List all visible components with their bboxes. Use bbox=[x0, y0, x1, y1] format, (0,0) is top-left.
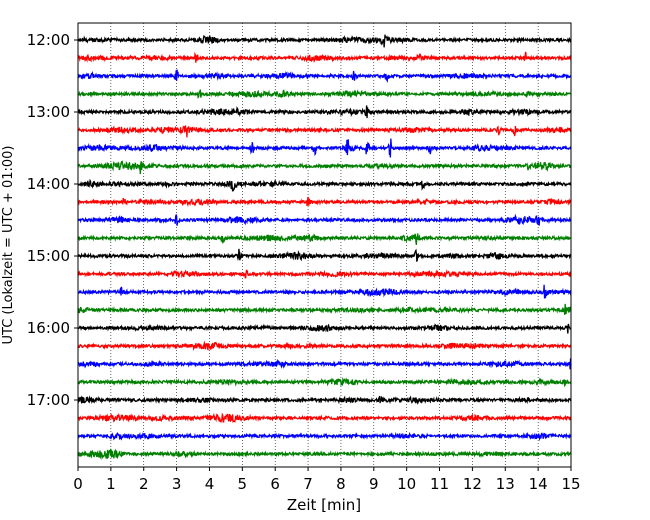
trace-line bbox=[77, 248, 572, 263]
trace-line bbox=[77, 125, 572, 138]
x-tick-label: 0 bbox=[73, 475, 83, 493]
trace-line bbox=[77, 178, 572, 192]
trace-line bbox=[77, 138, 572, 158]
trace-line bbox=[77, 284, 572, 299]
x-tick-label: 1 bbox=[106, 475, 116, 493]
x-tick-label: 11 bbox=[430, 475, 449, 493]
x-tick-label: 7 bbox=[303, 475, 313, 493]
trace-line bbox=[77, 233, 572, 245]
x-tick-label: 12 bbox=[463, 475, 482, 493]
x-axis-label: Zeit [min] bbox=[287, 496, 361, 514]
trace-line bbox=[77, 323, 572, 334]
trace-line bbox=[77, 196, 572, 208]
x-tick-label: 9 bbox=[369, 475, 379, 493]
trace-line bbox=[77, 358, 572, 370]
trace-line bbox=[77, 395, 572, 405]
x-tick-label: 3 bbox=[172, 475, 182, 493]
x-tick-label: 10 bbox=[397, 475, 416, 493]
trace-line bbox=[77, 268, 572, 279]
grid-lines bbox=[110, 23, 539, 467]
trace-line bbox=[77, 89, 572, 99]
y-tick-label: 14:00 bbox=[27, 175, 70, 193]
trace-line bbox=[77, 303, 572, 315]
trace-line bbox=[77, 159, 572, 175]
trace-line bbox=[77, 340, 572, 352]
y-tick-label: 15:00 bbox=[27, 247, 70, 265]
x-tick-label: 5 bbox=[238, 475, 248, 493]
y-tick-label: 13:00 bbox=[27, 103, 70, 121]
x-tick-label: 8 bbox=[336, 475, 346, 493]
y-tick-label: 12:00 bbox=[27, 31, 70, 49]
trace-line bbox=[77, 51, 572, 63]
y-tick-label: 17:00 bbox=[27, 391, 70, 409]
trace-line bbox=[77, 69, 572, 83]
trace-line bbox=[77, 448, 572, 461]
trace-line bbox=[77, 412, 572, 424]
plot-frame bbox=[77, 22, 572, 468]
x-tick-label: 2 bbox=[139, 475, 149, 493]
trace-line bbox=[77, 213, 572, 226]
x-tick-label: 13 bbox=[496, 475, 515, 493]
trace-line bbox=[77, 431, 572, 442]
trace-line bbox=[77, 105, 572, 119]
x-tick-label: 14 bbox=[529, 475, 548, 493]
axis-ticks: 0 1 2 3 4 5 6 7 8 9 10 11 12 13 14 1512:0013:0014:0015:… bbox=[27, 31, 581, 493]
seismic-traces bbox=[77, 34, 572, 461]
y-axis-label: UTC (Lokalzeit = UTC + 01:00) bbox=[1, 146, 16, 345]
y-tick-label: 16:00 bbox=[27, 319, 70, 337]
x-tick-label: 6 bbox=[270, 475, 280, 493]
x-tick-label: 4 bbox=[205, 475, 215, 493]
x-tick-label: 15 bbox=[561, 475, 580, 493]
trace-line bbox=[77, 34, 572, 48]
trace-line bbox=[77, 376, 572, 388]
